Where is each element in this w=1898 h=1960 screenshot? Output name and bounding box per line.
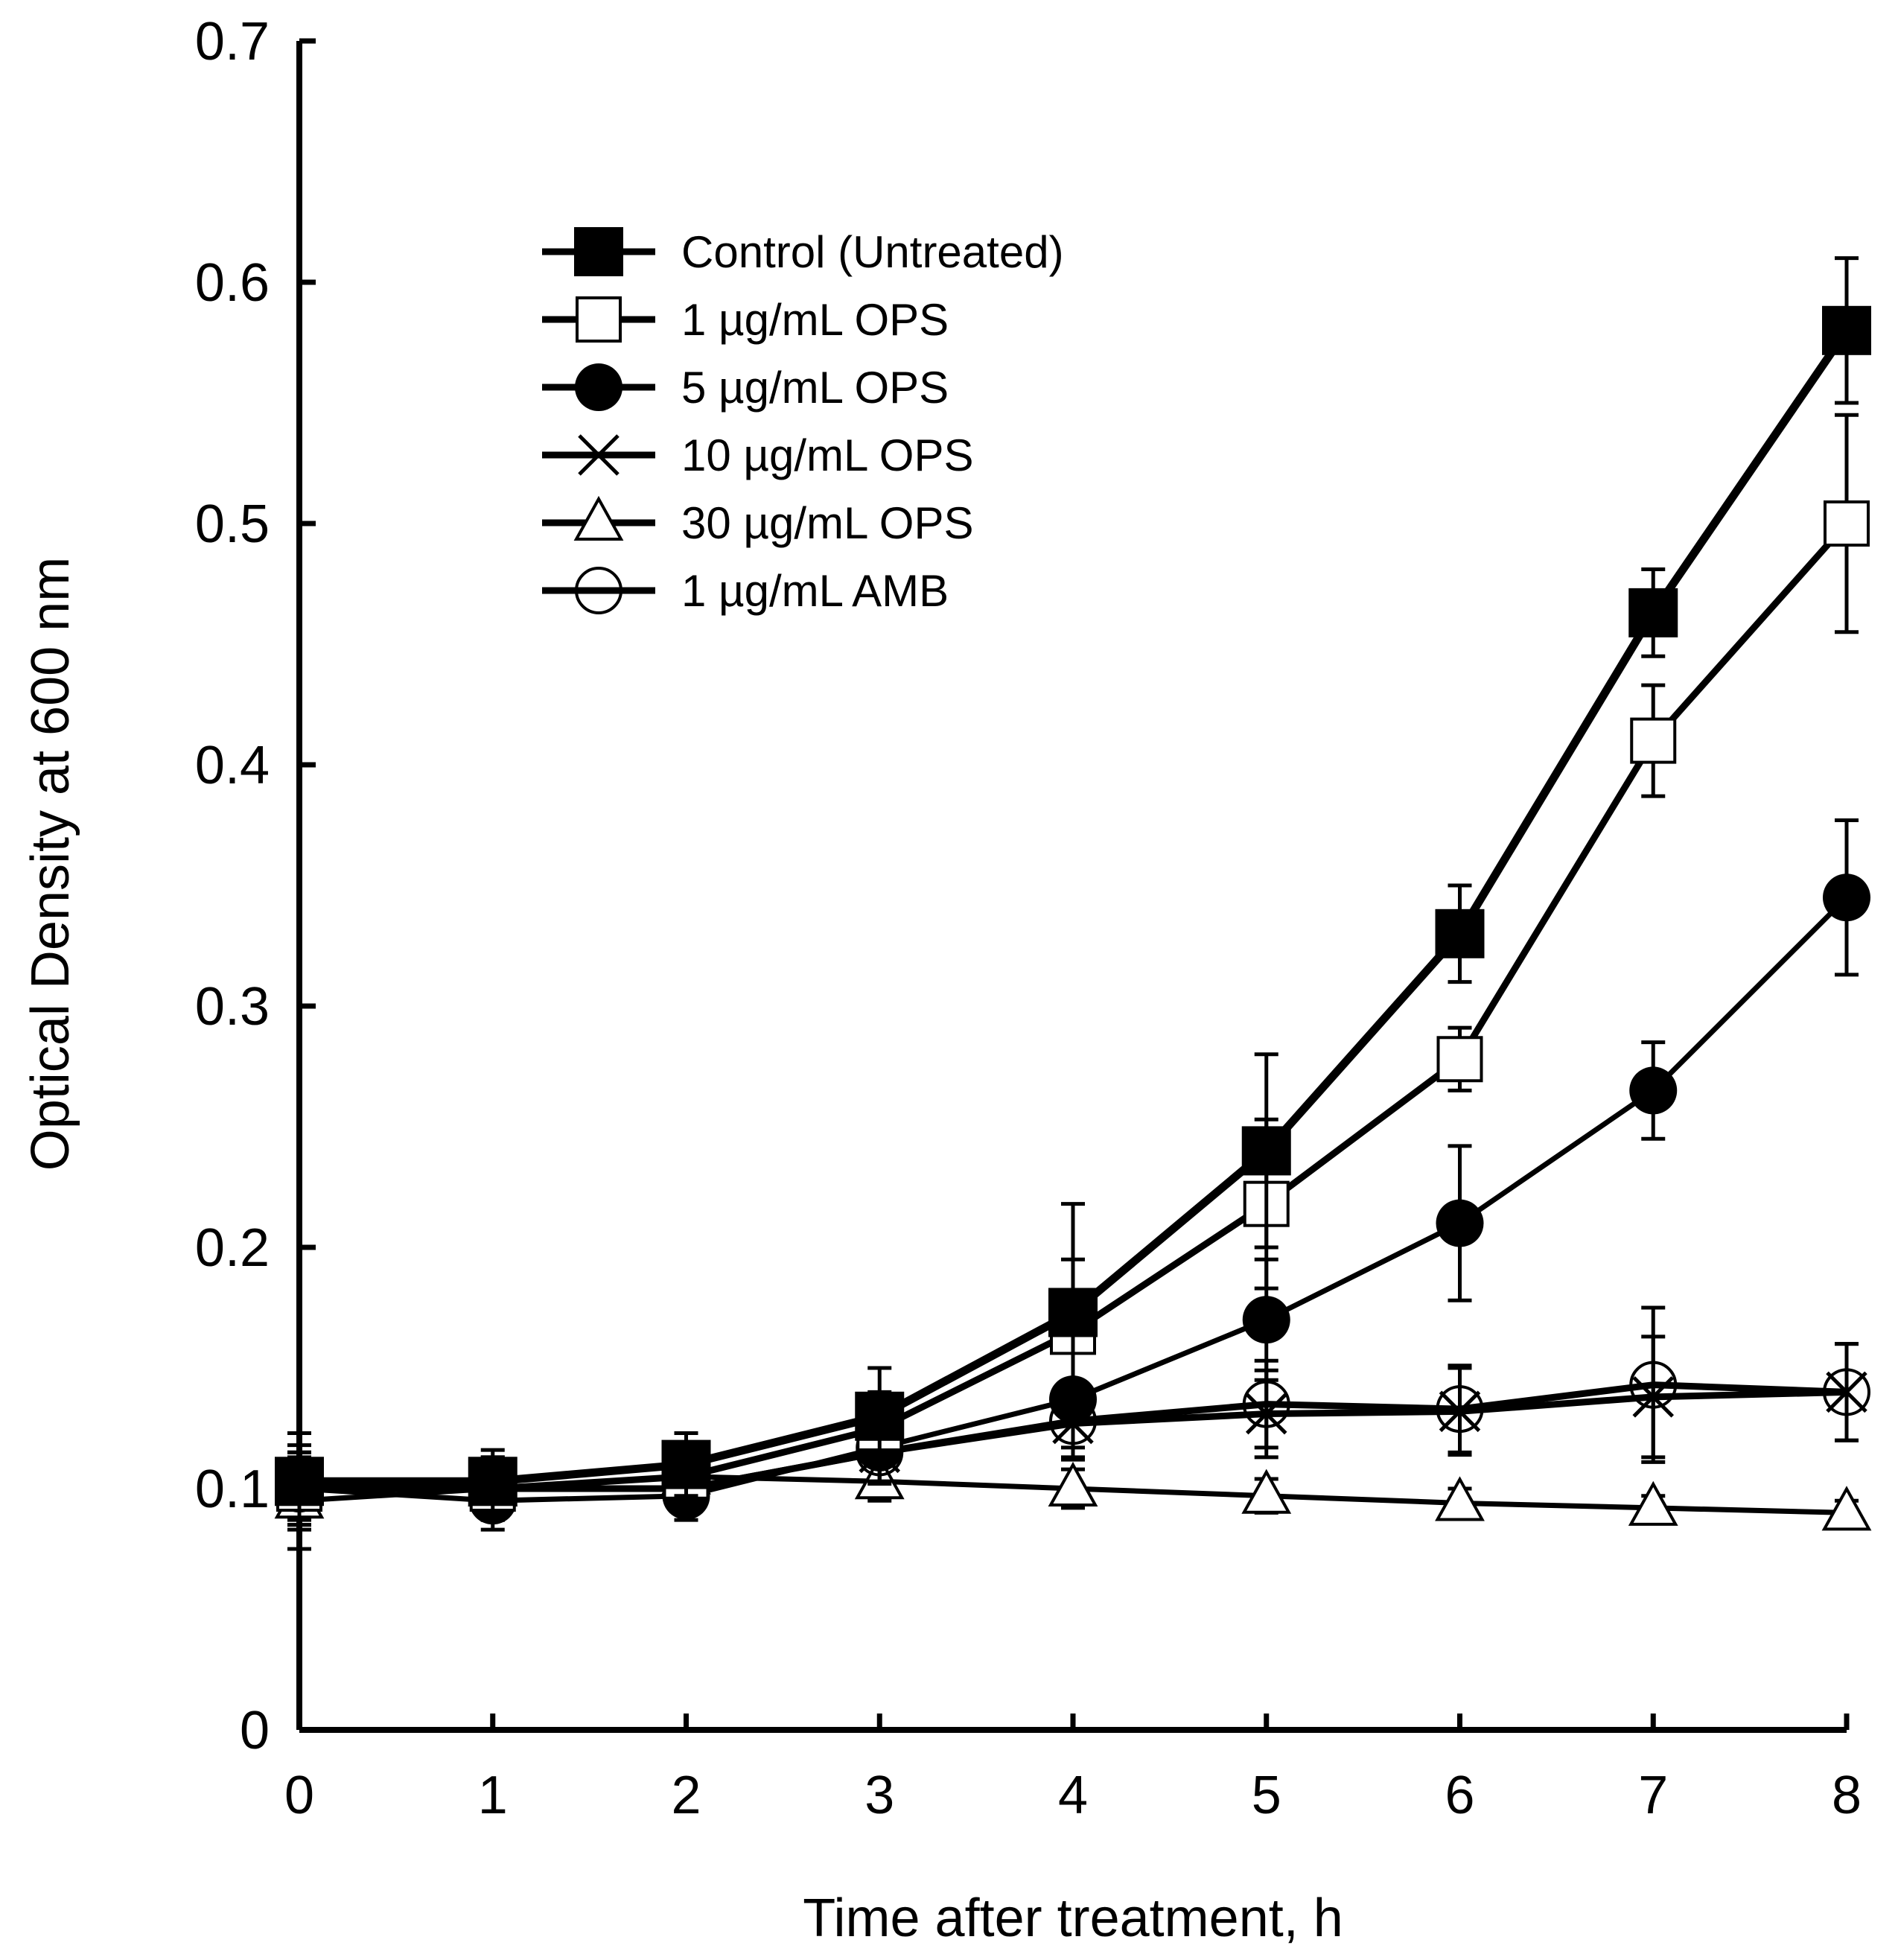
x-tick-label-3: 3 [864,1766,894,1825]
series-4-point-6 [1435,1476,1485,1521]
legend-item-1: 1 µg/mL OPS [542,295,949,345]
series-0-point-1-shape [468,1457,518,1506]
legend: Control (Untreated) 1 µg/mL OPS 5 µg/mL OP… [542,227,1064,616]
series-2-point-5 [1242,1296,1290,1344]
legend-item-3: 10 µg/mL OPS [542,430,974,480]
series-5-point-7-shape [1629,1361,1678,1409]
series-1-point-8-shape [1824,500,1870,547]
series-0-point-4 [1048,1288,1098,1337]
series-0-point-5 [1241,1126,1291,1176]
series-0-point-2 [661,1439,711,1489]
series-2-point-8-shape [1823,874,1870,922]
legend-marker-3 [578,434,620,476]
series-0-point-0-shape [275,1457,324,1506]
series-2-point-7 [1629,1066,1678,1115]
series-2-point-8 [1823,874,1870,922]
y-axis-title: Optical Density at 600 nm [21,557,80,1171]
series-0-point-6 [1435,909,1485,958]
series-1-point-6 [1436,1036,1483,1083]
series-0-point-6-shape [1435,909,1485,958]
series-0-point-7 [1628,588,1678,637]
series-0-point-3-shape [855,1391,905,1441]
series-4-point-7-shape [1628,1480,1678,1526]
series-layer [274,256,1872,1551]
series-5-point-6 [1436,1385,1484,1434]
x-tick-label-0: 0 [284,1766,314,1825]
legend-marker-2-shape [575,363,622,411]
series-4-point-4 [1048,1461,1098,1506]
series-2 [276,818,1870,1532]
legend-marker-5 [575,567,622,614]
series-2-point-7-shape [1629,1066,1678,1115]
legend-item-2: 5 µg/mL OPS [542,363,949,413]
series-0-point-7-shape [1628,588,1678,637]
series-0-point-3 [855,1391,905,1441]
legend-marker-1-shape [576,296,622,343]
x-axis-title: Time after treatment, h [803,1889,1343,1948]
y-tick-label-5: 0.5 [195,494,270,554]
series-4-point-7 [1628,1480,1678,1526]
x-tick-label-6: 6 [1445,1766,1474,1825]
series-5-point-8 [1823,1368,1870,1416]
legend-label-0: Control (Untreated) [681,227,1064,277]
legend-label-2: 5 µg/mL OPS [681,363,949,413]
series-0-point-5-shape [1241,1126,1291,1176]
x-tick-label-7: 7 [1638,1766,1668,1825]
series-4-point-5-shape [1241,1469,1292,1514]
series-2-point-6 [1436,1199,1484,1247]
legend-item-0: Control (Untreated) [542,227,1064,277]
x-tick-label-5: 5 [1252,1766,1281,1825]
legend-marker-1 [576,296,622,343]
series-2-point-5-shape [1242,1296,1290,1344]
axes: 0 0.1 0.2 0.3 0.4 0.5 0.6 0.7 0 1 2 3 4 5 6 7 8 [195,12,1862,1825]
legend-marker-4-shape [573,495,624,541]
x-tick-label-8: 8 [1832,1766,1862,1825]
legend-marker-2 [575,363,622,411]
series-0-point-8-shape [1822,305,1871,355]
x-tick-label-1: 1 [478,1766,508,1825]
y-tick-label-2: 0.2 [195,1218,270,1278]
legend-marker-5-shape [575,567,622,614]
series-1-point-7 [1630,717,1677,764]
series-5-point-8-shape [1823,1368,1870,1416]
series-4-point-5 [1241,1469,1292,1514]
legend-marker-0-shape [574,227,623,276]
y-tick-label-3: 0.3 [195,977,270,1037]
series-4-point-6-shape [1435,1476,1485,1521]
legend-marker-0 [574,227,623,276]
series-0 [275,256,1871,1532]
series-4-point-4-shape [1048,1461,1098,1506]
y-tick-label-0: 0 [240,1701,270,1760]
series-4-point-8 [1821,1486,1872,1531]
legend-label-1: 1 µg/mL OPS [681,295,949,345]
legend-marker-3-stroke-b [578,434,620,476]
legend-label-5: 1 µg/mL AMB [681,566,949,616]
series-4-point-8-shape [1821,1486,1872,1531]
x-tick-label-4: 4 [1058,1766,1088,1825]
series-0-point-0 [275,1457,324,1506]
series-5-point-7 [1629,1361,1678,1409]
y-tick-label-6: 0.6 [195,253,270,313]
series-5-point-6-shape [1436,1385,1484,1434]
y-tick-label-4: 0.4 [195,736,270,795]
series-1-point-7-shape [1630,717,1677,764]
x-tick-label-2: 2 [671,1766,701,1825]
series-2-point-6-shape [1436,1199,1484,1247]
legend-item-5: 1 µg/mL AMB [542,566,949,616]
legend-label-3: 10 µg/mL OPS [681,430,974,480]
legend-label-4: 30 µg/mL OPS [681,498,974,548]
y-tick-label-1: 0.1 [195,1460,270,1519]
series-0-point-2-shape [661,1439,711,1489]
series-1-point-6-shape [1436,1036,1483,1083]
series-0-point-8 [1822,305,1871,355]
series-0-point-4-shape [1048,1288,1098,1337]
legend-marker-4 [573,495,624,541]
legend-item-4: 30 µg/mL OPS [542,495,974,548]
series-0-point-1 [468,1457,518,1506]
y-tick-label-7: 0.7 [195,12,270,71]
series-1-point-8 [1824,500,1870,547]
